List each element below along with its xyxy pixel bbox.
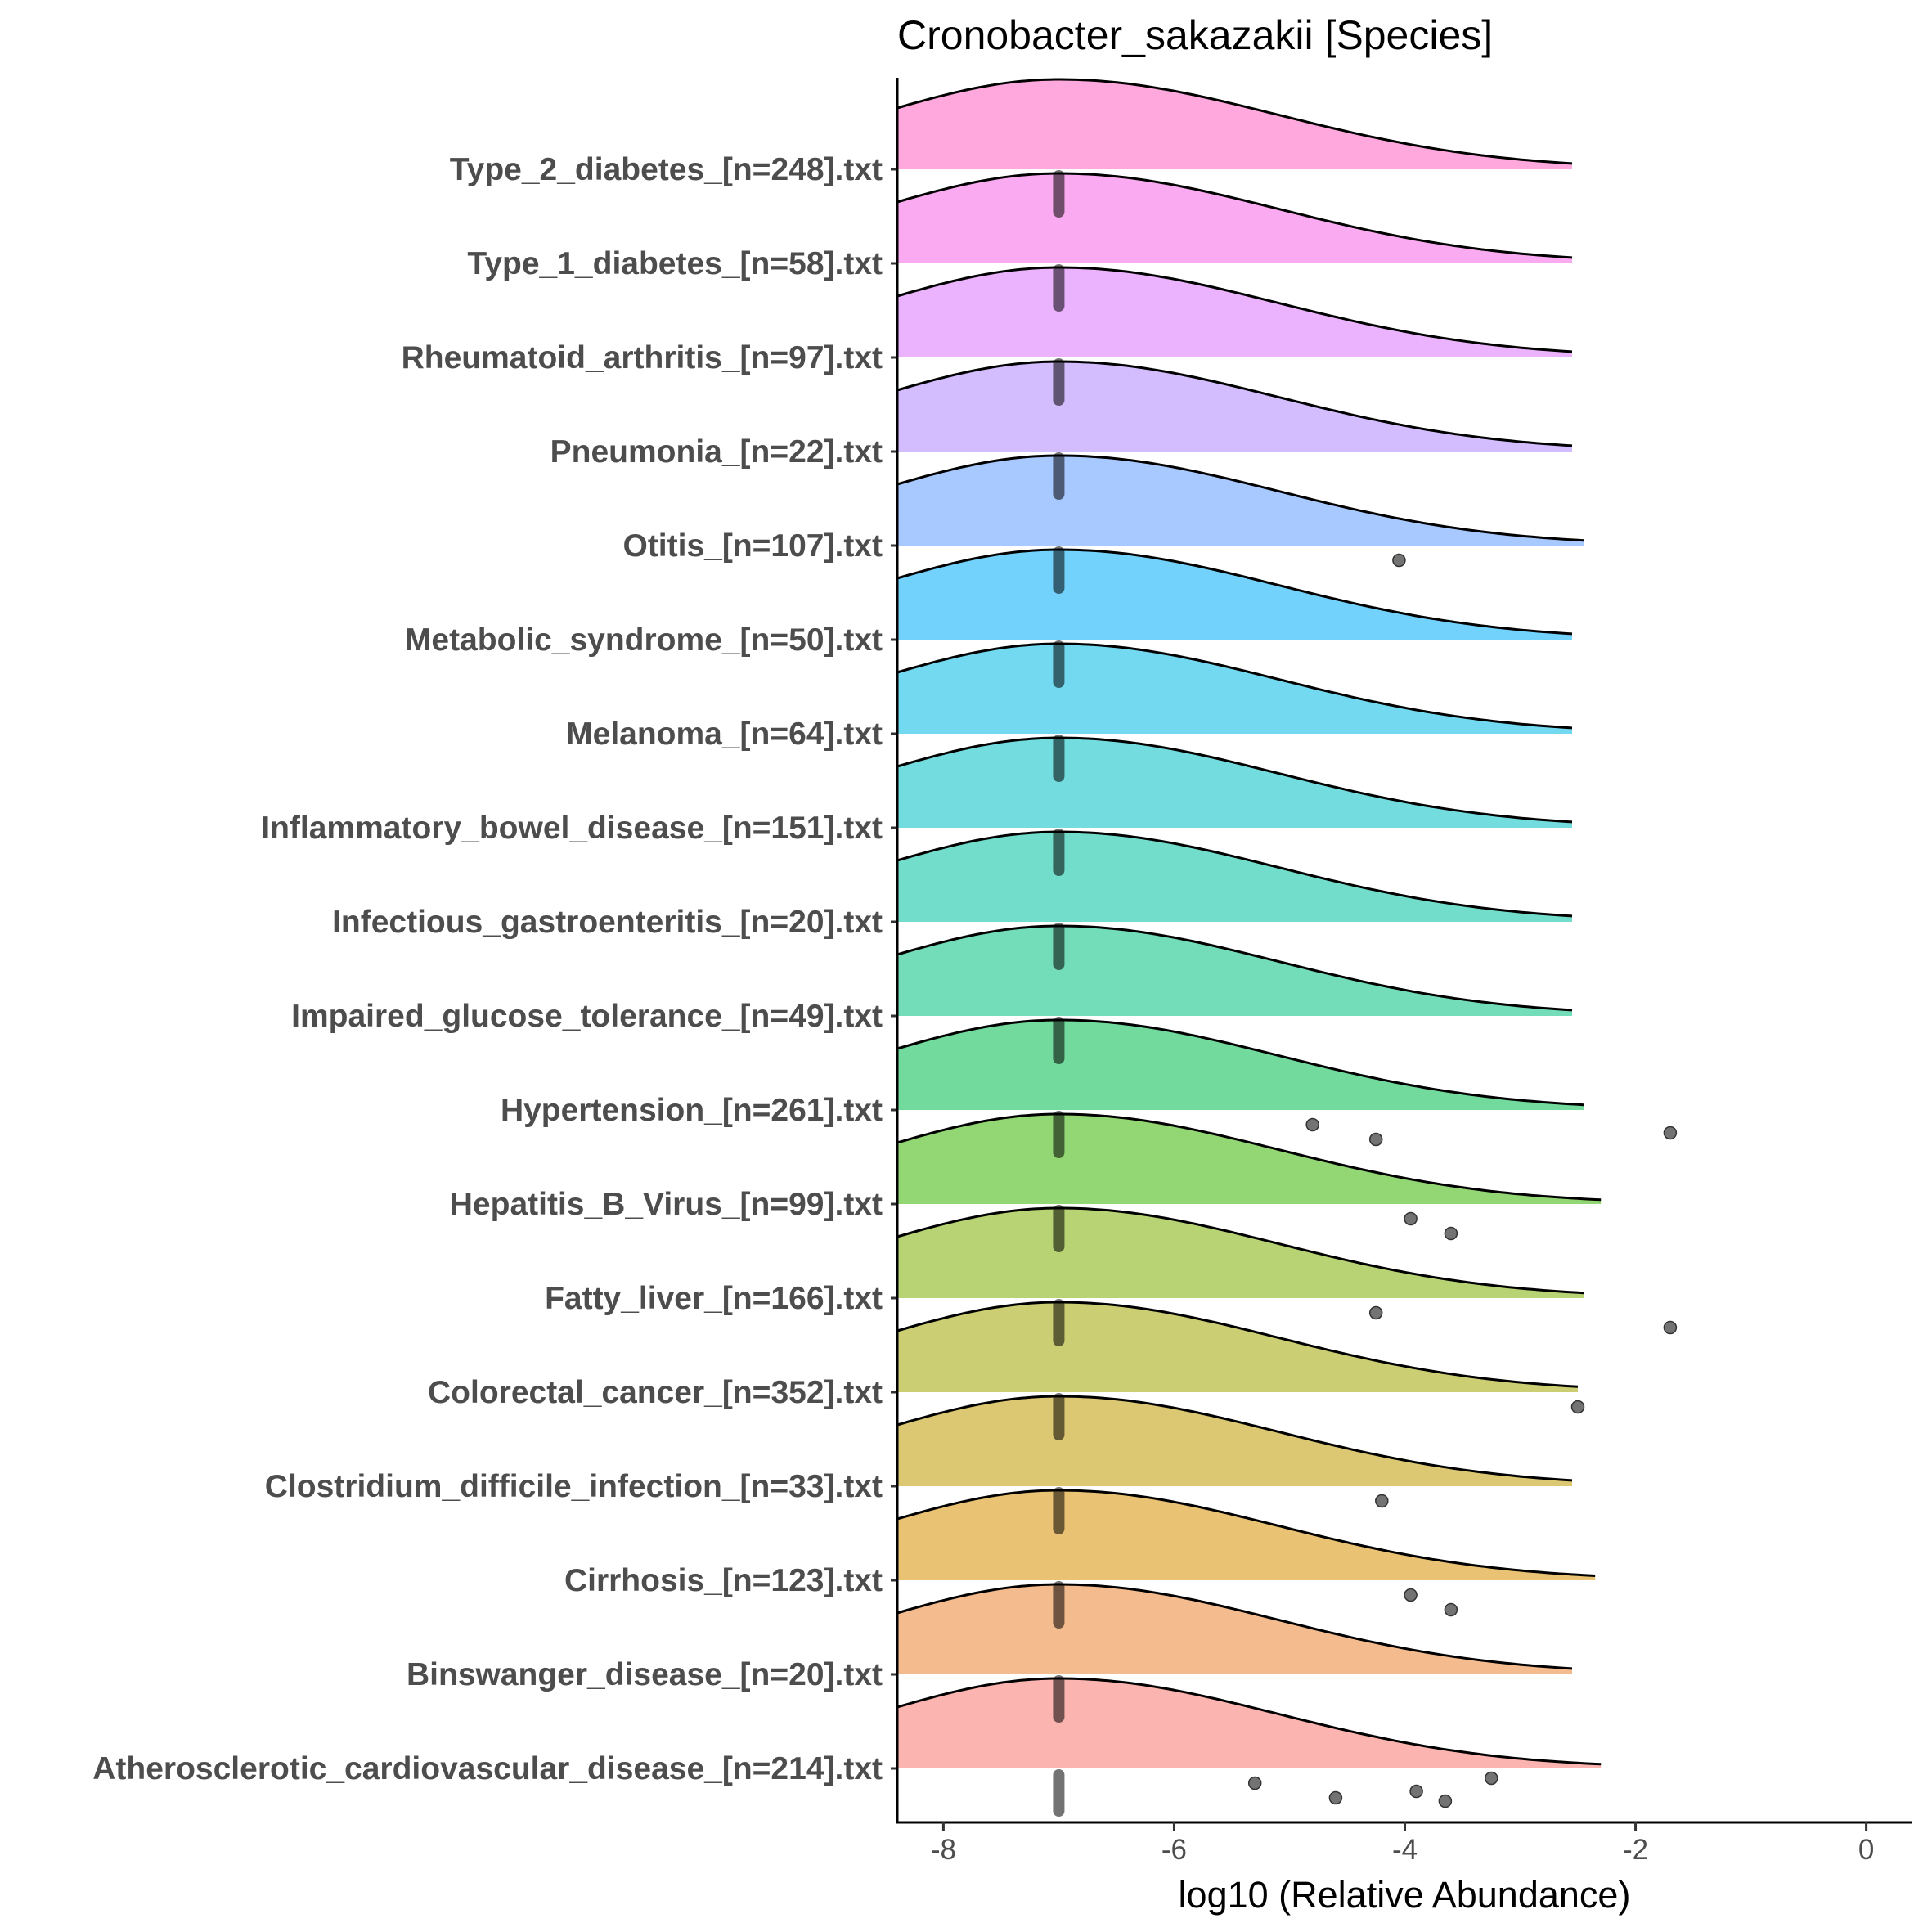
ridge-outline-12 — [896, 548, 1573, 636]
ridge-fill-7 — [897, 1020, 1584, 1110]
ridge-fill-1 — [897, 1584, 1572, 1674]
ridge-fill-0 — [897, 1678, 1602, 1768]
ridge-outline-1 — [896, 1583, 1573, 1670]
y-tick-label: Cirrhosis_[n=123].txt — [564, 1563, 883, 1598]
ridge-fill-17 — [897, 79, 1572, 169]
ridge-outline-0 — [896, 1677, 1602, 1766]
ridge-fill-5 — [897, 1208, 1584, 1298]
ridge-fill-4 — [897, 1302, 1578, 1392]
ridge-outline-17 — [896, 78, 1573, 165]
ridge-fill-10 — [897, 738, 1572, 828]
outlier-point — [1392, 553, 1406, 568]
y-tick-label: Metabolic_syndrome_[n=50].txt — [405, 622, 883, 658]
ridge-fill-12 — [897, 550, 1572, 640]
y-tick-label: Type_1_diabetes_[n=58].txt — [467, 246, 883, 281]
ridge-fill-15 — [897, 267, 1572, 357]
ridge-fill-16 — [897, 173, 1572, 263]
axes-layer: Type_2_diabetes_[n=248].txt Type_1_diabet… — [92, 78, 1912, 1866]
x-tick-label: -4 — [1392, 1834, 1418, 1866]
outlier-point — [1368, 1132, 1383, 1147]
outlier-point — [1375, 1494, 1389, 1508]
ridge-outline-5 — [896, 1206, 1584, 1295]
outlier-point — [1404, 1211, 1418, 1226]
ridge-fill-11 — [897, 644, 1572, 734]
x-tick-label: 0 — [1858, 1834, 1874, 1866]
y-tick-label: Rheumatoid_arthritis_[n=97].txt — [402, 340, 883, 375]
ridge-outline-8 — [896, 924, 1573, 1012]
ridge-outline-2 — [896, 1489, 1596, 1577]
ridge-outline-15 — [896, 266, 1573, 353]
y-tick-label: Atherosclerotic_cardiovascular_disease_[… — [92, 1751, 883, 1786]
chart-title: Cronobacter_sakazakii [Species] — [897, 12, 1493, 58]
ridge-fill-9 — [897, 832, 1572, 922]
y-tick-label: Inflammatory_bowel_disease_[n=151].txt — [261, 811, 883, 846]
outlier-point — [1444, 1602, 1458, 1617]
ridge-outline-9 — [896, 830, 1573, 918]
points-layer — [1053, 170, 1678, 1817]
ridge-outline-3 — [896, 1395, 1573, 1482]
ridge-fill-14 — [897, 362, 1572, 452]
y-tick-label: Hepatitis_B_Virus_[n=99].txt — [450, 1187, 883, 1222]
y-tick-label: Pneumonia_[n=22].txt — [550, 434, 883, 470]
y-tick-label: Infectious_gastroenteritis_[n=20].txt — [332, 905, 883, 940]
outlier-point — [1663, 1126, 1678, 1140]
outlier-point — [1444, 1226, 1458, 1241]
outlier-point — [1438, 1794, 1453, 1808]
ridge-outline-4 — [896, 1301, 1579, 1388]
ridge-fill-6 — [897, 1114, 1602, 1204]
ridge-outline-10 — [896, 736, 1573, 824]
x-tick-label: -2 — [1623, 1834, 1648, 1866]
y-tick-label: Colorectal_cancer_[n=352].txt — [428, 1375, 883, 1410]
ridge-fill-3 — [897, 1396, 1572, 1486]
ridges-layer — [896, 78, 1602, 1768]
outlier-point — [1305, 1117, 1319, 1132]
outlier-point — [1404, 1588, 1418, 1602]
outlier-point — [1663, 1320, 1678, 1335]
y-tick-label: Type_2_diabetes_[n=248].txt — [450, 152, 883, 187]
ridge-fill-8 — [897, 926, 1572, 1016]
y-tick-label: Otitis_[n=107].txt — [622, 528, 883, 564]
y-tick-label: Melanoma_[n=64].txt — [566, 717, 883, 752]
outlier-point — [1485, 1771, 1498, 1786]
ridge-outline-11 — [896, 642, 1573, 730]
ridge-outline-13 — [896, 454, 1584, 542]
x-tick-label: -8 — [931, 1834, 956, 1866]
y-tick-label: Binswanger_disease_[n=20].txt — [407, 1657, 883, 1692]
outlier-point — [1368, 1305, 1383, 1320]
x-axis-label: log10 (Relative Abundance) — [1179, 1874, 1631, 1916]
y-tick-label: Clostridium_difficile_infection_[n=33].t… — [265, 1469, 883, 1504]
outlier-point — [1570, 1400, 1585, 1414]
ridge-outline-16 — [896, 172, 1573, 259]
outlier-point — [1328, 1790, 1343, 1805]
outlier-point — [1409, 1784, 1423, 1799]
ridge-outline-6 — [896, 1112, 1602, 1202]
y-tick-label: Hypertension_[n=261].txt — [501, 1093, 883, 1128]
outlier-point — [1247, 1776, 1262, 1790]
ridge-outline-14 — [896, 360, 1573, 447]
y-tick-label: Fatty_liver_[n=166].txt — [545, 1281, 883, 1316]
y-tick-label: Impaired_glucose_tolerance_[n=49].txt — [291, 999, 883, 1034]
ridge-fill-13 — [897, 456, 1584, 546]
x-tick-label: -6 — [1161, 1834, 1187, 1866]
ridge-outline-7 — [896, 1018, 1584, 1107]
